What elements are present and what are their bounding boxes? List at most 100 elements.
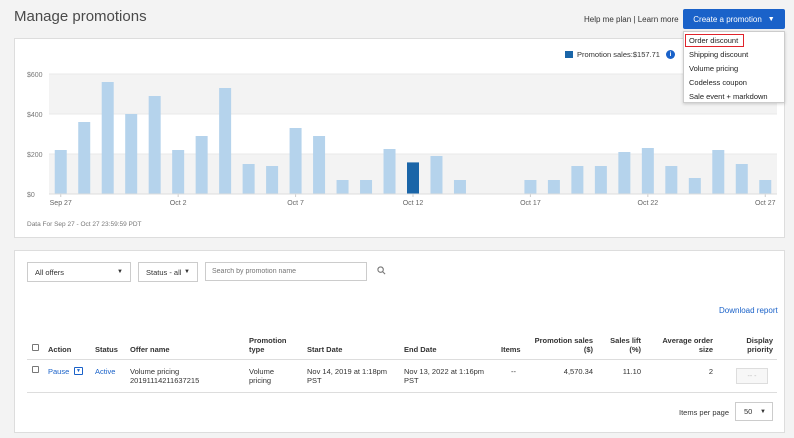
y-tick-label: $200 (27, 152, 43, 159)
sales-bar[interactable] (641, 148, 654, 194)
sales-bar[interactable] (547, 180, 560, 194)
learn-more-link[interactable]: Learn more (637, 15, 679, 24)
column-header-sales-lift: Sales lift (%) (605, 336, 641, 354)
legend-swatch (565, 51, 573, 58)
items-per-page-value: 50 (744, 407, 753, 416)
help-me-plan-link[interactable]: Help me plan (584, 15, 632, 24)
sales-bar[interactable] (289, 128, 302, 194)
sales-bar[interactable] (665, 166, 678, 194)
menu-item-codeless-coupon[interactable]: Codeless coupon (689, 78, 747, 87)
display-priority-select[interactable]: -- - (736, 368, 768, 384)
sales-bar[interactable] (735, 164, 748, 194)
column-header-items: Items (501, 345, 521, 354)
sales-bar[interactable] (688, 178, 701, 194)
menu-item-shipping-discount[interactable]: Shipping discount (689, 50, 749, 59)
sales-bar[interactable] (571, 166, 584, 194)
row-checkbox[interactable] (32, 366, 39, 373)
start-date-line1: Nov 14, 2019 at 1:18pm (307, 367, 388, 376)
column-header-promotion-type: Promotion type (249, 336, 287, 354)
column-header-average-order-size: Average order size (655, 336, 713, 354)
pause-link[interactable]: Pause (48, 367, 70, 376)
sales-bar[interactable] (148, 96, 161, 194)
column-header-end-date: End Date (404, 345, 437, 354)
column-header-action: Action (48, 345, 72, 354)
legend-label: Promotion sales:$157.71 (577, 50, 660, 59)
link-separator: | (633, 15, 636, 24)
column-header-promotion-type-line2: type (249, 345, 265, 354)
y-tick-label: $0 (27, 192, 35, 199)
sales-bar[interactable] (336, 180, 349, 194)
column-header-start-date: Start Date (307, 345, 343, 354)
promotion-sales-cell: 4,570.34 (563, 367, 593, 376)
create-promotion-label: Create a promotion (693, 14, 762, 24)
sales-bar[interactable] (383, 149, 396, 194)
sales-bar[interactable] (712, 150, 725, 194)
page-title: Manage promotions (14, 8, 147, 25)
column-header-promotion-type-line1: Promotion (249, 336, 287, 345)
sales-bar[interactable] (54, 150, 67, 194)
sales-bar[interactable] (759, 180, 772, 194)
column-header-status: Status (95, 345, 118, 354)
sales-bar[interactable] (360, 180, 373, 194)
menu-item-volume-pricing[interactable]: Volume pricing (689, 64, 739, 73)
column-header-offer-name: Offer name (130, 345, 170, 354)
download-report-link[interactable]: Download report (719, 306, 778, 315)
create-promotion-button[interactable]: Create a promotion ▼ (683, 9, 785, 29)
column-header-sales-lift-line2: (%) (629, 345, 641, 354)
sales-bar[interactable] (195, 136, 208, 194)
average-order-size-cell: 2 (708, 367, 713, 376)
search-icon[interactable] (377, 266, 386, 275)
x-tick-label: Oct 12 (403, 200, 424, 207)
info-icon[interactable]: i (665, 50, 675, 59)
promotion-type-line2: pricing (249, 376, 272, 385)
sales-bar[interactable] (125, 114, 138, 194)
column-header-promotion-sales-line1: Promotion sales (534, 336, 593, 345)
chart-legend: Promotion sales:$157.71 i (565, 50, 675, 59)
promotion-sales-bar[interactable] (407, 162, 419, 194)
menu-item-sale-event-markdown[interactable]: Sale event + markdown (689, 92, 768, 101)
sales-bar[interactable] (172, 150, 185, 194)
sales-bar[interactable] (313, 136, 326, 194)
column-header-average-order-line2: size (698, 345, 713, 354)
sales-bar[interactable] (266, 166, 279, 194)
chevron-down-icon: ▼ (184, 269, 190, 275)
end-date-line1: Nov 13, 2022 at 1:16pm (404, 367, 485, 376)
end-date-cell: Nov 13, 2022 at 1:16pm PST (404, 367, 484, 385)
sales-bar[interactable] (453, 180, 466, 194)
x-tick-label: Oct 2 (170, 200, 187, 207)
column-header-average-order-line1: Average order (662, 336, 713, 345)
promotion-search-input[interactable] (205, 262, 367, 281)
sales-bar[interactable] (242, 164, 255, 194)
promotion-type-cell: Volume pricing (249, 367, 274, 385)
chart-data-range-note: Data For Sep 27 - Oct 27 23:59:59 PDT (27, 221, 142, 228)
sales-bar[interactable] (430, 156, 443, 194)
chevron-down-icon: ▼ (767, 15, 775, 23)
column-header-promotion-sales-line2: ($) (583, 345, 593, 354)
top-links: Help me plan | Learn more (584, 15, 679, 24)
row-divider (27, 392, 777, 393)
offer-name-line1: Volume pricing (130, 367, 180, 376)
sales-bar[interactable] (219, 88, 232, 194)
sales-bar[interactable] (524, 180, 537, 194)
status-active-link[interactable]: Active (95, 367, 116, 376)
status-select[interactable]: Status - all ▼ (138, 262, 198, 282)
x-tick-label: Oct 17 (520, 200, 541, 207)
sales-bar[interactable] (101, 82, 114, 194)
column-header-sales-lift-line1: Sales lift (610, 336, 641, 345)
select-all-checkbox[interactable] (32, 344, 39, 351)
chevron-down-icon: ▼ (760, 408, 766, 415)
create-promotion-menu: Order discount Shipping discount Volume … (683, 31, 785, 103)
chevron-down-icon[interactable]: ▼ (74, 367, 83, 375)
sales-bar[interactable] (78, 122, 91, 194)
offers-select[interactable]: All offers ▼ (27, 262, 131, 282)
sales-bar[interactable] (594, 166, 607, 194)
column-header-display-priority-line1: Display (746, 336, 773, 345)
items-per-page-select[interactable]: 50 ▼ (735, 402, 773, 421)
items-per-page-label: Items per page (679, 408, 730, 417)
end-date-line2: PST (404, 376, 419, 385)
column-header-promotion-sales: Promotion sales ($) (527, 336, 593, 354)
sales-bar[interactable] (618, 152, 631, 194)
menu-item-order-discount[interactable]: Order discount (684, 34, 745, 47)
start-date-cell: Nov 14, 2019 at 1:18pm PST (307, 367, 387, 385)
x-tick-label: Oct 27 (755, 200, 776, 207)
